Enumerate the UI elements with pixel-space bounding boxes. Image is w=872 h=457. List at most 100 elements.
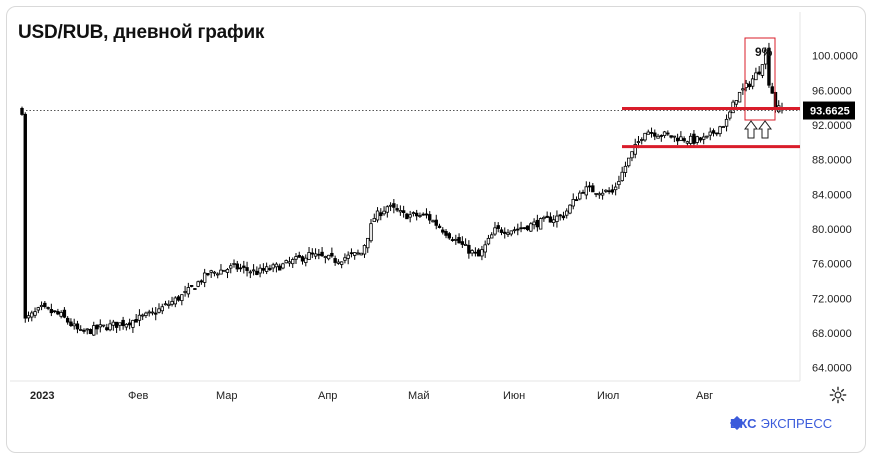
candle-body	[604, 189, 608, 192]
candle-body	[245, 267, 249, 271]
candle-body	[65, 317, 70, 323]
candle-body	[679, 136, 683, 141]
candle-body	[385, 206, 390, 213]
candle-body	[26, 315, 31, 319]
logo-name: ЭКСПРЕСС	[760, 416, 833, 431]
candle-body	[470, 250, 474, 254]
candle-body	[144, 312, 148, 316]
candle-body	[715, 132, 719, 135]
candle-body	[574, 199, 579, 202]
candle-body	[418, 215, 422, 217]
candle-body	[561, 215, 566, 219]
candle-body	[597, 193, 602, 196]
candle-body	[362, 245, 367, 255]
candle-body	[519, 227, 523, 230]
x-tick-label: Июл	[597, 390, 619, 402]
candle-body	[356, 252, 360, 255]
candle-body	[568, 204, 572, 214]
bks-express-logo: БКС ЭКСПРЕСС	[730, 416, 832, 431]
candle-body	[238, 267, 243, 270]
candle-body	[767, 47, 771, 86]
candle-body	[392, 203, 396, 208]
candle-body	[581, 191, 585, 194]
candle-body	[183, 291, 187, 293]
candle-body	[336, 261, 341, 264]
candle-body	[548, 216, 553, 223]
candle-body	[653, 132, 657, 137]
candle-body	[222, 269, 226, 272]
candle-body	[463, 243, 468, 246]
candle-body	[702, 136, 706, 140]
candle-body	[160, 306, 164, 312]
candle-body	[763, 49, 768, 65]
candle-body	[535, 219, 540, 228]
candle-body	[496, 225, 500, 229]
candle-body	[339, 261, 344, 265]
candle-body	[157, 308, 161, 313]
candle-body	[88, 328, 93, 335]
candle-body	[571, 199, 575, 207]
candle-body	[450, 239, 455, 241]
candle-body	[219, 269, 223, 275]
grid-layer	[10, 12, 801, 382]
candle-body	[114, 321, 119, 328]
chart-title: USD/RUB, дневной график	[18, 22, 265, 43]
candle-body	[95, 324, 99, 330]
candle-body	[421, 213, 425, 216]
candle-body	[551, 219, 556, 224]
candle-body	[382, 210, 386, 215]
candle-body	[284, 260, 288, 264]
candle-body	[503, 231, 507, 234]
candle-body	[408, 214, 412, 218]
candle-body	[291, 259, 295, 265]
candle-body	[444, 231, 448, 236]
candle-body	[304, 257, 308, 263]
y-tick-label: 68.0000	[812, 328, 852, 340]
candle-body	[617, 180, 621, 186]
gear-icon[interactable]	[829, 386, 847, 404]
candle-body	[587, 185, 592, 188]
candle-body	[170, 301, 174, 305]
candle-body	[669, 135, 673, 138]
y-tick-label: 100.0000	[812, 51, 858, 63]
price-tag-label: 93.6625	[810, 106, 850, 118]
candle-body	[98, 324, 102, 328]
candle-body	[770, 86, 774, 94]
candle-body	[46, 307, 50, 309]
candle-body	[206, 273, 210, 276]
candle-body	[137, 314, 142, 321]
candle-body	[666, 132, 670, 135]
candle-body	[398, 210, 403, 213]
candle-body	[43, 302, 47, 308]
candle-body	[85, 328, 89, 331]
candle-body	[656, 135, 660, 139]
candle-body	[441, 229, 445, 233]
candles-layer	[20, 42, 784, 336]
candle-body	[486, 237, 491, 245]
arrow-up-outline-icon	[744, 120, 758, 139]
candle-body	[255, 270, 259, 275]
y-tick-label: 92.0000	[812, 120, 852, 132]
candle-body	[476, 249, 481, 257]
candle-body	[379, 212, 383, 217]
candle-body	[414, 212, 419, 217]
candle-body	[600, 192, 605, 196]
candle-body	[261, 268, 266, 271]
candle-body	[675, 137, 680, 142]
candle-body	[457, 237, 461, 244]
drop-annotation-box	[744, 37, 776, 121]
candle-body	[613, 186, 618, 191]
candle-body	[79, 329, 83, 331]
candle-body	[101, 324, 106, 327]
candle-body	[199, 280, 204, 283]
candle-body	[317, 253, 321, 256]
candle-body	[258, 267, 262, 274]
candle-body	[134, 319, 138, 323]
candle-body	[294, 256, 298, 260]
candle-body	[108, 323, 112, 331]
candle-body	[643, 132, 647, 141]
candle-body	[326, 254, 331, 260]
y-tick-label: 88.0000	[812, 155, 852, 167]
candle-body	[659, 135, 664, 137]
